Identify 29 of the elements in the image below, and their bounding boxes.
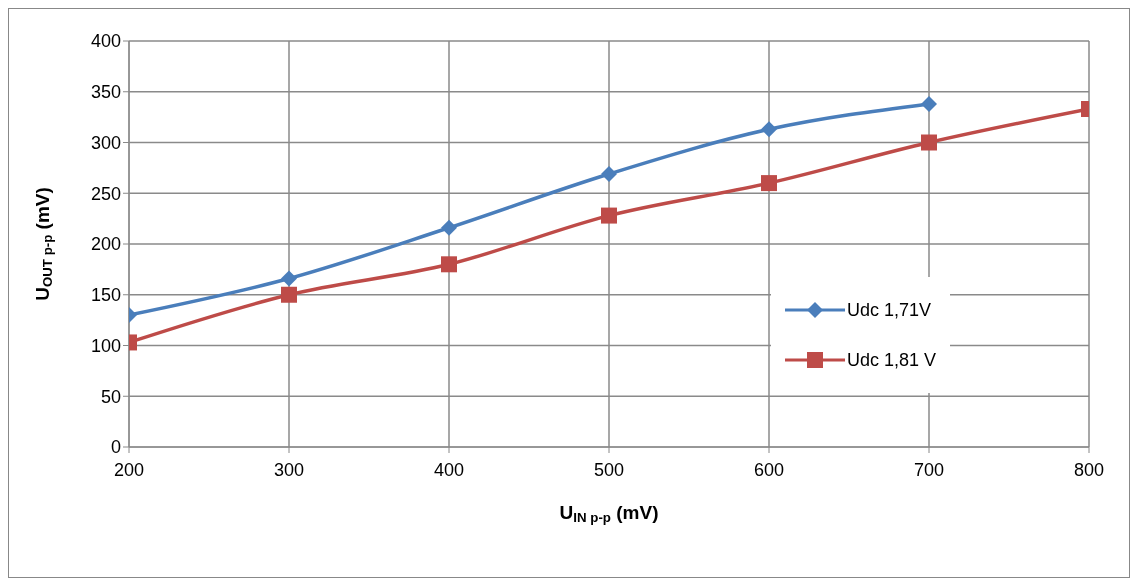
y-tick-label: 300 xyxy=(90,132,121,153)
y-tick-label: 400 xyxy=(90,31,121,52)
y-tick-label: 200 xyxy=(90,234,121,255)
y-tick-label: 100 xyxy=(90,335,121,356)
point xyxy=(281,270,297,287)
point xyxy=(601,207,617,224)
y-tick-label: 350 xyxy=(90,82,121,103)
x-tick-label: 400 xyxy=(433,459,465,480)
x-axis-title: U$_{IN p-p}$ (mV) xyxy=(559,502,659,526)
legend-label: Udc 1,81 V xyxy=(847,349,937,371)
point xyxy=(921,134,937,151)
y-tick-label: 250 xyxy=(90,183,121,204)
x-tick-label: 200 xyxy=(113,459,145,480)
y-tick-label: 150 xyxy=(90,285,121,306)
x-tick-label: 800 xyxy=(1073,459,1105,480)
x-tick-label: 700 xyxy=(913,459,945,480)
point xyxy=(761,121,777,138)
point xyxy=(441,219,457,236)
x-tick-label: 600 xyxy=(753,459,785,480)
point xyxy=(281,286,297,303)
legend-label: Udc 1,71V xyxy=(847,299,932,321)
x-tick-label: 300 xyxy=(273,459,305,480)
point xyxy=(761,175,777,192)
x-tick-label: 500 xyxy=(593,459,625,480)
y-tick-label: 50 xyxy=(100,386,121,407)
point xyxy=(601,165,617,182)
y-tick-label: 0 xyxy=(110,437,121,458)
point xyxy=(921,95,937,112)
point xyxy=(441,256,457,273)
